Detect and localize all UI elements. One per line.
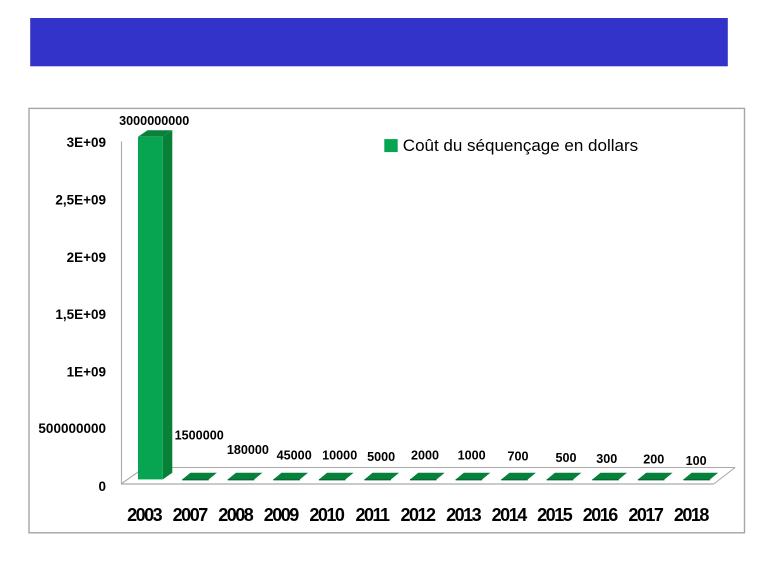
- svg-text:2013: 2013: [446, 505, 482, 525]
- svg-text:2017: 2017: [628, 505, 664, 525]
- svg-text:100: 100: [686, 454, 707, 468]
- svg-text:2016: 2016: [583, 505, 619, 525]
- svg-text:10000: 10000: [322, 449, 357, 463]
- svg-text:2011: 2011: [355, 505, 390, 525]
- svg-text:500: 500: [555, 451, 576, 465]
- svg-text:2009: 2009: [264, 505, 300, 525]
- svg-text:1,5E+09: 1,5E+09: [55, 307, 106, 322]
- svg-text:2018: 2018: [674, 505, 710, 525]
- svg-text:2015: 2015: [537, 505, 573, 525]
- svg-text:3000000000: 3000000000: [119, 114, 189, 128]
- svg-text:180000: 180000: [227, 443, 269, 457]
- svg-text:2000: 2000: [411, 449, 439, 463]
- svg-text:500000000: 500000000: [38, 421, 106, 436]
- svg-text:1500000: 1500000: [175, 428, 224, 442]
- svg-text:5000: 5000: [367, 450, 395, 464]
- svg-text:Coût du séquençage en dollars: Coût du séquençage en dollars: [403, 136, 638, 155]
- svg-text:2,5E+09: 2,5E+09: [55, 193, 106, 208]
- svg-text:2003: 2003: [127, 505, 163, 525]
- svg-text:45000: 45000: [277, 449, 312, 463]
- svg-text:0: 0: [98, 479, 106, 494]
- svg-text:200: 200: [643, 453, 664, 467]
- svg-text:1000: 1000: [458, 449, 486, 463]
- svg-text:3E+09: 3E+09: [67, 135, 106, 150]
- svg-text:2008: 2008: [218, 505, 254, 525]
- svg-text:2012: 2012: [400, 505, 436, 525]
- svg-text:2E+09: 2E+09: [67, 250, 106, 265]
- svg-text:2014: 2014: [492, 505, 528, 525]
- svg-text:1E+09: 1E+09: [67, 364, 106, 379]
- svg-text:2007: 2007: [173, 505, 209, 525]
- svg-text:700: 700: [507, 450, 528, 464]
- svg-text:2010: 2010: [309, 505, 345, 525]
- svg-text:300: 300: [596, 452, 617, 466]
